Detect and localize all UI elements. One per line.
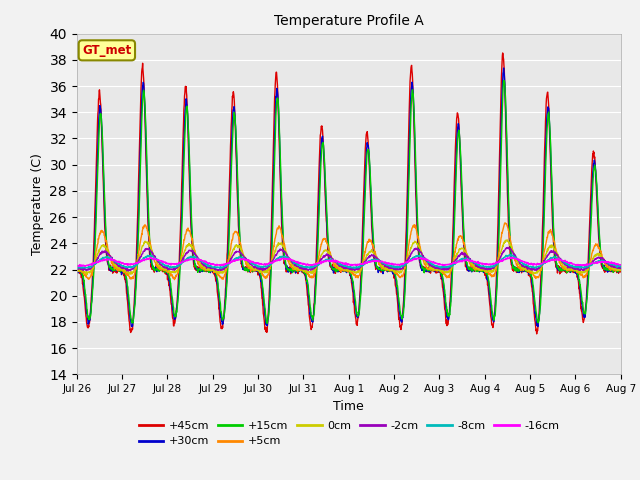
Line: -2cm: -2cm: [77, 248, 621, 271]
0cm: [316, 256, 323, 262]
Line: +15cm: +15cm: [77, 81, 621, 323]
+5cm: [363, 242, 371, 248]
-8cm: [617, 264, 625, 270]
-8cm: [543, 259, 550, 264]
+45cm: [422, 267, 430, 273]
0cm: [307, 270, 314, 276]
+45cm: [499, 50, 506, 56]
-2cm: [105, 252, 113, 258]
-16cm: [617, 262, 625, 267]
+5cm: [105, 251, 113, 256]
+45cm: [533, 331, 541, 337]
+5cm: [171, 277, 179, 283]
Line: +5cm: +5cm: [77, 223, 621, 280]
Line: -16cm: -16cm: [77, 257, 621, 266]
+15cm: [617, 267, 625, 273]
0cm: [503, 237, 511, 243]
+30cm: [543, 125, 550, 131]
Text: GT_met: GT_met: [82, 44, 131, 57]
+45cm: [73, 266, 81, 272]
+30cm: [363, 146, 371, 152]
+30cm: [105, 263, 113, 269]
0cm: [106, 251, 113, 257]
+15cm: [105, 261, 113, 267]
-16cm: [73, 263, 81, 268]
+15cm: [363, 158, 371, 164]
+45cm: [543, 96, 550, 101]
+5cm: [501, 220, 509, 226]
-16cm: [423, 256, 431, 262]
0cm: [73, 267, 81, 273]
0cm: [423, 261, 431, 267]
+30cm: [307, 310, 314, 315]
Line: +30cm: +30cm: [77, 68, 621, 326]
+5cm: [423, 266, 431, 272]
0cm: [363, 252, 371, 258]
+30cm: [500, 65, 508, 71]
+5cm: [543, 238, 550, 243]
+5cm: [316, 249, 323, 255]
+45cm: [307, 320, 314, 325]
-2cm: [307, 267, 314, 273]
+45cm: [362, 132, 370, 137]
+45cm: [617, 268, 625, 274]
-16cm: [543, 259, 550, 265]
+15cm: [307, 305, 314, 311]
+5cm: [617, 267, 625, 273]
Title: Temperature Profile A: Temperature Profile A: [274, 14, 424, 28]
+45cm: [105, 267, 113, 273]
-2cm: [543, 255, 550, 261]
0cm: [543, 251, 550, 256]
+30cm: [128, 324, 136, 329]
-8cm: [316, 261, 323, 266]
-2cm: [363, 257, 371, 263]
-8cm: [506, 252, 514, 257]
-16cm: [307, 262, 314, 268]
Legend: +45cm, +30cm, +15cm, +5cm, 0cm, -2cm, -8cm, -16cm: +45cm, +30cm, +15cm, +5cm, 0cm, -2cm, -8…: [138, 421, 559, 446]
+5cm: [73, 267, 81, 273]
+45cm: [315, 166, 323, 172]
Y-axis label: Temperature (C): Temperature (C): [31, 153, 44, 255]
+15cm: [500, 78, 508, 84]
-8cm: [105, 255, 113, 261]
-16cm: [106, 257, 113, 263]
-2cm: [316, 260, 323, 265]
-8cm: [73, 264, 81, 269]
-8cm: [307, 264, 314, 270]
-8cm: [423, 257, 431, 263]
-16cm: [74, 264, 81, 269]
-16cm: [316, 261, 323, 266]
+30cm: [73, 267, 81, 273]
+5cm: [307, 275, 314, 280]
-2cm: [423, 258, 431, 264]
+30cm: [423, 266, 431, 272]
+15cm: [129, 320, 137, 326]
-2cm: [504, 245, 511, 251]
-2cm: [617, 265, 625, 271]
Line: +45cm: +45cm: [77, 53, 621, 334]
-2cm: [123, 268, 131, 274]
0cm: [617, 267, 625, 273]
X-axis label: Time: Time: [333, 400, 364, 413]
+15cm: [423, 266, 431, 272]
Line: -8cm: -8cm: [77, 254, 621, 268]
0cm: [83, 272, 91, 277]
+15cm: [73, 265, 81, 271]
-16cm: [508, 254, 516, 260]
-16cm: [363, 260, 371, 265]
+15cm: [543, 142, 550, 148]
-8cm: [363, 260, 371, 265]
+30cm: [316, 184, 323, 190]
+30cm: [617, 266, 625, 272]
Line: 0cm: 0cm: [77, 240, 621, 275]
-2cm: [73, 265, 81, 271]
-8cm: [216, 265, 223, 271]
+15cm: [316, 201, 323, 206]
